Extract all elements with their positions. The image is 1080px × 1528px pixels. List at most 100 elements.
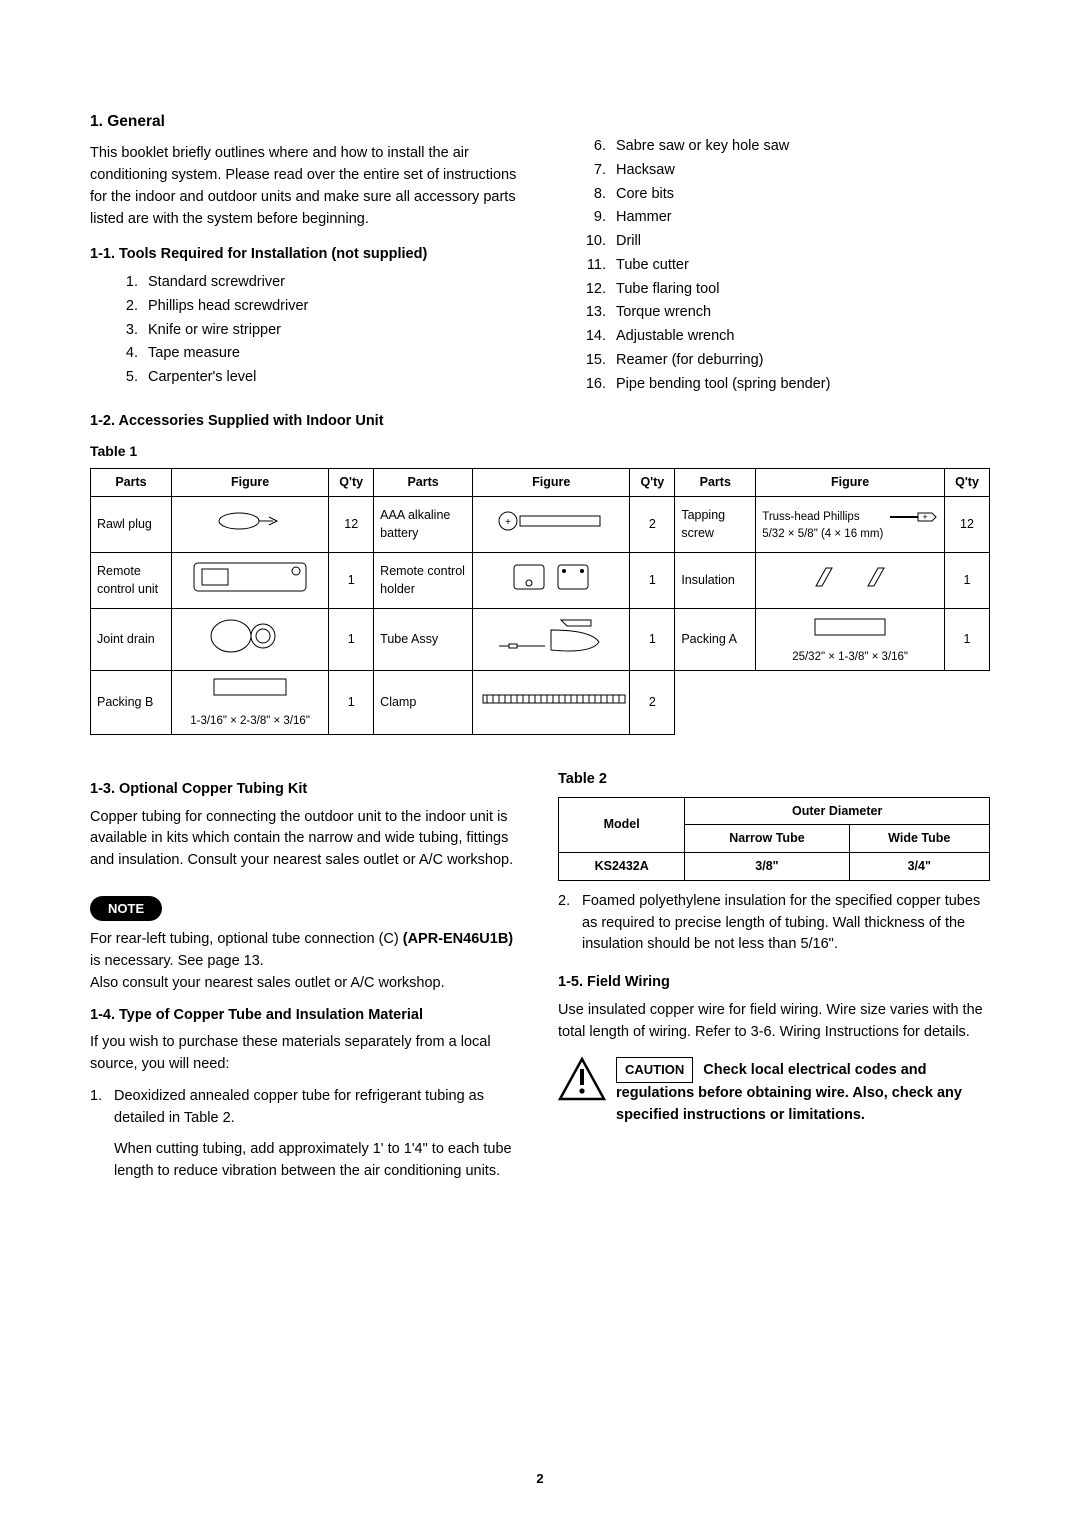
table2-label: Table 2 — [558, 769, 990, 791]
table-header: Q'ty — [329, 469, 374, 497]
parts-cell: Clamp — [374, 670, 473, 734]
figure-cell — [473, 552, 630, 608]
tool-number: 9. — [582, 207, 606, 229]
tool-number: 2. — [114, 296, 138, 318]
tool-label: Tape measure — [148, 345, 240, 361]
figure-icon — [805, 613, 895, 647]
figure-icon — [479, 691, 629, 713]
th-narrow: Narrow Tube — [685, 825, 849, 853]
figure-cell: 25/32" × 1-3/8" × 3/16" — [756, 608, 945, 670]
tool-label: Phillips head screwdriver — [148, 298, 308, 314]
tool-number: 12. — [582, 279, 606, 301]
p-1-3: Copper tubing for connecting the outdoor… — [90, 807, 522, 872]
tool-item: 1.Standard screwdriver — [106, 272, 522, 294]
list-number: 1. — [90, 1086, 114, 1183]
qty-cell: 1 — [630, 552, 675, 608]
li-1-4-1a: Deoxidized annealed copper tube for refr… — [114, 1086, 522, 1130]
tool-label: Hacksaw — [616, 162, 675, 178]
tool-item: 7.Hacksaw — [574, 160, 990, 182]
accessories-table: PartsFigureQ'tyPartsFigureQ'tyPartsFigur… — [90, 468, 990, 735]
qty-cell: 1 — [329, 670, 374, 734]
tool-item: 16.Pipe bending tool (spring bender) — [574, 374, 990, 396]
parts-cell: Joint drain — [91, 608, 172, 670]
td-wide: 3/4" — [849, 853, 990, 881]
note-text-3: Also consult your nearest sales outlet o… — [90, 975, 445, 991]
left-col-bottom: 1-3. Optional Copper Tubing Kit Copper t… — [90, 769, 522, 1193]
tool-label: Hammer — [616, 209, 672, 225]
figure-cell — [171, 552, 328, 608]
qty-cell: 1 — [630, 608, 675, 670]
figure-cell — [473, 608, 630, 670]
figure-icon — [200, 675, 300, 711]
parts-cell: Remote control holder — [374, 552, 473, 608]
tool-number: 5. — [114, 367, 138, 389]
tool-number: 13. — [582, 302, 606, 324]
table-row: Remote control unit1Remote control holde… — [91, 552, 990, 608]
qty-cell: 1 — [329, 608, 374, 670]
tool-number: 4. — [114, 343, 138, 365]
table-row: KS2432A 3/8" 3/4" — [559, 853, 990, 881]
top-columns: 1. General This booklet briefly outlines… — [90, 110, 990, 397]
svg-text:+: + — [505, 517, 511, 528]
subhead-1-1: 1-1. Tools Required for Installation (no… — [90, 244, 522, 266]
right-col-top: 6.Sabre saw or key hole saw7.Hacksaw8.Co… — [558, 110, 990, 397]
tool-item: 9. Hammer — [574, 207, 990, 229]
qty-cell: 12 — [945, 496, 990, 552]
p-1-5: Use insulated copper wire for field wiri… — [558, 1000, 990, 1044]
figure-cell — [756, 552, 945, 608]
tool-number: 11. — [582, 255, 606, 277]
caution-block: CAUTION Check local electrical codes and… — [558, 1057, 990, 1126]
page-number: 2 — [0, 1469, 1080, 1489]
table-header: Figure — [473, 469, 630, 497]
caution-triangle-icon — [558, 1057, 606, 1101]
tool-label: Drill — [616, 233, 641, 249]
list-number: 2. — [558, 891, 582, 956]
tool-label: Adjustable wrench — [616, 328, 735, 344]
qty-cell: 2 — [630, 670, 675, 734]
tool-label: Torque wrench — [616, 304, 711, 320]
list-1-4: 1. Deoxidized annealed copper tube for r… — [90, 1086, 522, 1183]
qty-cell: 1 — [945, 608, 990, 670]
li-right-2: Foamed polyethylene insulation for the s… — [582, 891, 990, 956]
bottom-columns: 1-3. Optional Copper Tubing Kit Copper t… — [90, 769, 990, 1193]
table-header: Figure — [171, 469, 328, 497]
note-text-2: is necessary. See page 13. — [90, 953, 264, 969]
section-heading: 1. General — [90, 110, 522, 133]
section-number: 1. — [90, 113, 103, 130]
parts-cell: Packing A — [675, 608, 756, 670]
tool-item: 14. Adjustable wrench — [574, 326, 990, 348]
list-item: 2. Foamed polyethylene insulation for th… — [558, 891, 990, 956]
tools-list-right: 6.Sabre saw or key hole saw7.Hacksaw8.Co… — [558, 136, 990, 395]
table-header: Q'ty — [945, 469, 990, 497]
parts-cell: Packing B — [91, 670, 172, 734]
left-col-top: 1. General This booklet briefly outlines… — [90, 110, 522, 397]
intro-paragraph: This booklet briefly outlines where and … — [90, 143, 522, 230]
tool-number: 14. — [582, 326, 606, 348]
tool-label: Knife or wire stripper — [148, 322, 281, 338]
tool-item: 15.Reamer (for deburring) — [574, 350, 990, 372]
figure-cell — [171, 496, 328, 552]
subhead-1-5: 1-5. Field Wiring — [558, 972, 990, 994]
table-row: Model Outer Diameter — [559, 797, 990, 825]
figure-icon — [491, 616, 611, 662]
table-header: Figure — [756, 469, 945, 497]
figure-icon — [506, 559, 596, 601]
section-title: General — [107, 113, 165, 130]
figure-cell: Truss-head Phillips+5/32 × 5/8" (4 × 16 … — [756, 496, 945, 552]
svg-text:+: + — [922, 512, 927, 522]
tool-label: Tube flaring tool — [616, 281, 719, 297]
table-header: Parts — [675, 469, 756, 497]
note-body: For rear-left tubing, optional tube conn… — [90, 929, 522, 994]
th-wide: Wide Tube — [849, 825, 990, 853]
tool-item: 13. Torque wrench — [574, 302, 990, 324]
tool-number: 1. — [114, 272, 138, 294]
tool-number: 10. — [582, 231, 606, 253]
parts-cell: Tube Assy — [374, 608, 473, 670]
th-outer: Outer Diameter — [685, 797, 990, 825]
tool-item: 5.Carpenter's level — [106, 367, 522, 389]
qty-cell: 12 — [329, 496, 374, 552]
figure-cell — [473, 670, 630, 734]
tools-list-left: 1.Standard screwdriver2. Phillips head sc… — [90, 272, 522, 389]
parts-cell: Tapping screw — [675, 496, 756, 552]
tool-label: Core bits — [616, 186, 674, 202]
